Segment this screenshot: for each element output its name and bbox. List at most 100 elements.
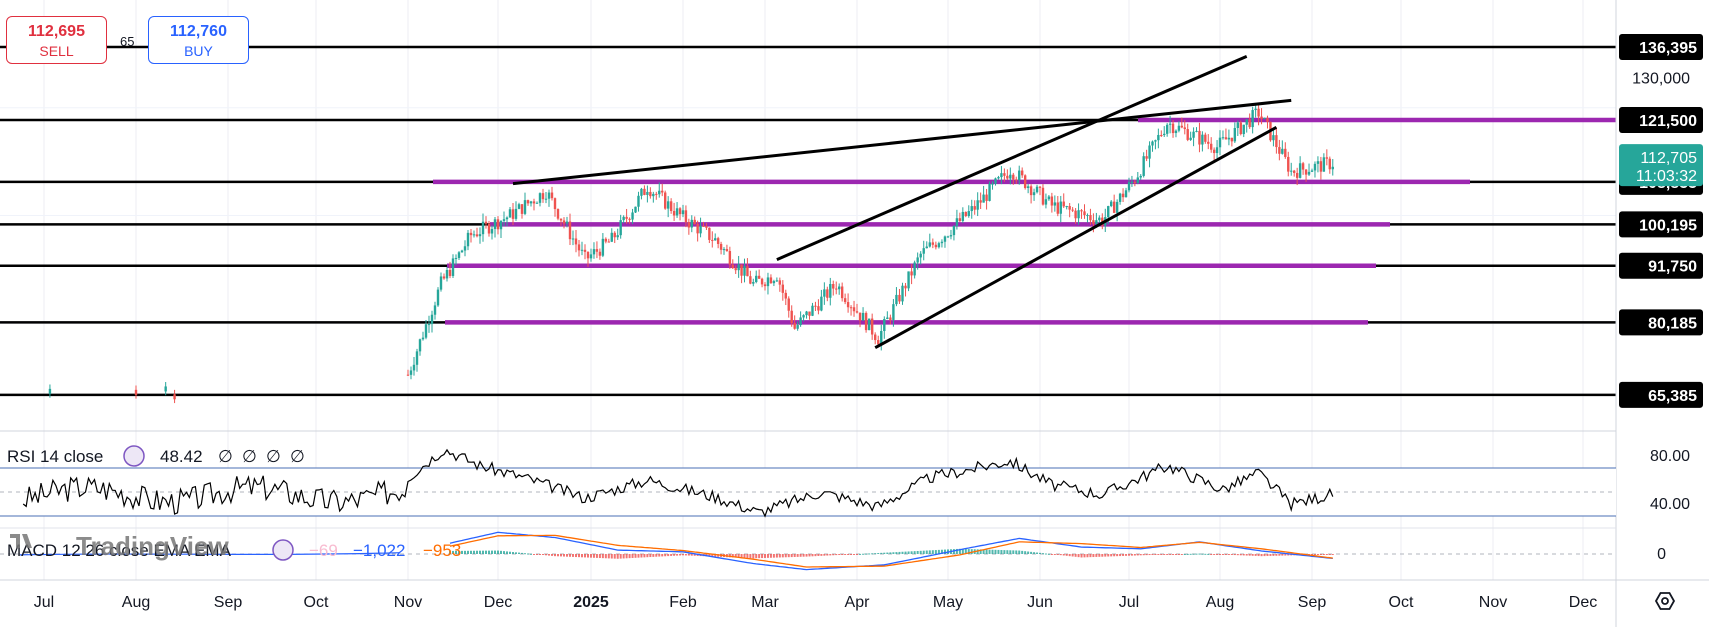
candle-body <box>934 244 938 248</box>
candle-body <box>1160 134 1163 136</box>
candle-body <box>973 206 976 210</box>
candle-body <box>625 216 628 219</box>
macd-histogram-bar <box>601 554 604 559</box>
candle-body <box>864 312 868 331</box>
candle-body <box>757 275 761 279</box>
candle-body <box>1290 170 1293 172</box>
candle-body <box>952 225 956 236</box>
rsi-empty-value: ∅ <box>266 447 281 466</box>
candle-body <box>1118 193 1122 202</box>
candle-body <box>484 221 488 224</box>
candle-body <box>681 210 685 215</box>
candle-body <box>406 374 410 376</box>
candle-body <box>877 340 880 345</box>
candle-body <box>1163 133 1166 136</box>
macd-histogram-bar <box>1210 554 1213 555</box>
macd-histogram-bar <box>1316 554 1319 555</box>
candle-body <box>784 292 787 299</box>
candle-body <box>814 305 817 307</box>
trendline <box>874 126 1278 350</box>
time-axis-label: Nov <box>1479 594 1507 611</box>
candle-body <box>799 317 802 326</box>
candle-body <box>755 275 758 283</box>
macd-histogram-bar <box>883 552 886 554</box>
macd-histogram-bar <box>1186 553 1189 555</box>
candle-body <box>652 193 655 197</box>
macd-histogram-bar <box>527 553 529 555</box>
macd-histogram-bar <box>1036 552 1039 554</box>
macd-histogram-bar <box>970 549 973 554</box>
macd-histogram-bar <box>1092 554 1095 558</box>
macd-histogram-bar <box>1201 553 1204 555</box>
macd-histogram-bar <box>578 554 580 558</box>
macd-histogram-bar <box>985 549 988 554</box>
candle-body <box>511 209 515 219</box>
candle-body <box>658 190 661 195</box>
candle-body <box>1204 134 1207 142</box>
candle-body <box>820 296 823 311</box>
macd-histogram-bar <box>1012 550 1015 554</box>
macd-histogram-bar <box>1083 554 1086 558</box>
candle-body <box>541 193 545 200</box>
sell-button[interactable]: 112,695 SELL <box>6 16 107 64</box>
candle-body <box>1000 173 1003 178</box>
candle-body <box>1038 186 1042 188</box>
candle-body <box>1098 217 1101 221</box>
candle-body <box>1224 137 1228 140</box>
candle-body <box>1248 119 1251 128</box>
candle-body <box>964 211 968 217</box>
candle-body <box>1059 201 1062 214</box>
rsi-line <box>22 448 1334 518</box>
macd-histogram-bar <box>805 554 808 557</box>
candle-body <box>583 249 587 252</box>
macd-histogram-bar <box>1125 554 1128 556</box>
macd-histogram-bar <box>1313 554 1316 555</box>
candle-body <box>690 219 693 228</box>
candle-body <box>463 246 467 251</box>
macd-histogram-bar <box>1000 550 1003 554</box>
time-axis-label: Apr <box>845 594 871 611</box>
candle-body <box>967 211 970 217</box>
macd-histogram-bar <box>646 554 649 558</box>
candle-body <box>840 286 844 299</box>
macd-histogram-bar <box>1024 551 1027 554</box>
macd-histogram-bar <box>619 554 622 559</box>
candle-body <box>728 251 732 265</box>
time-axis-label: Dec <box>1569 594 1597 611</box>
macd-histogram-bar <box>814 554 817 557</box>
candle-body <box>961 211 965 221</box>
candle-body <box>1130 181 1134 183</box>
gear-icon[interactable] <box>1654 592 1676 610</box>
macd-histogram-bar <box>1227 554 1230 555</box>
candle-body <box>577 244 581 251</box>
time-axis-label: 2025 <box>573 594 609 611</box>
candle-body <box>666 201 670 209</box>
candle-body <box>634 206 637 213</box>
time-axis-label: Oct <box>304 594 329 611</box>
candle-body <box>837 286 841 290</box>
macd-histogram-bar <box>1139 554 1142 556</box>
candle-body <box>439 276 443 290</box>
candle-body <box>418 339 422 352</box>
candle-body <box>619 220 622 236</box>
candle-body <box>1180 125 1184 128</box>
level-label: 91,750 <box>1648 259 1697 276</box>
candle-body <box>922 248 925 254</box>
rsi-value: 48.42 <box>160 447 203 466</box>
macd-histogram-bar <box>775 554 778 558</box>
macd-histogram-bar <box>844 554 847 555</box>
candle-body <box>1189 137 1192 140</box>
level-label-bg <box>1619 106 1703 133</box>
macd-histogram-bar <box>913 551 916 554</box>
buy-button[interactable]: 112,760 BUY <box>148 16 249 64</box>
macd-histogram-bar <box>1287 554 1290 556</box>
candle-body <box>1313 163 1317 171</box>
macd-histogram-bar <box>988 549 991 554</box>
macd-line-early <box>19 552 401 556</box>
macd-histogram-bar <box>811 554 814 557</box>
macd-histogram-bar <box>838 554 841 555</box>
macd-histogram-bar <box>796 554 799 557</box>
macd-histogram-bar <box>667 554 670 557</box>
